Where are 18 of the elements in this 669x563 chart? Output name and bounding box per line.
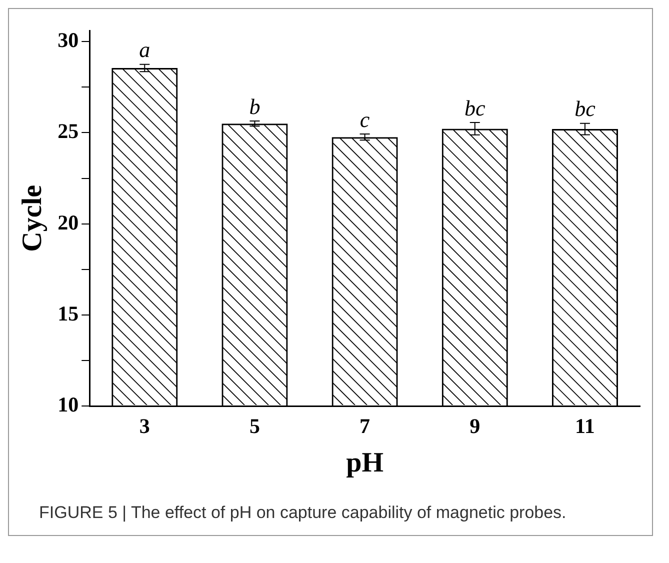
annotation: bc — [464, 95, 486, 120]
annotation: c — [360, 106, 370, 132]
y-axis-title: Cycle — [17, 184, 48, 252]
x-tick-label: 11 — [575, 414, 595, 438]
x-tick-label: 9 — [470, 414, 480, 438]
y-tick-label: 15 — [58, 301, 79, 326]
y-tick-label: 25 — [58, 119, 79, 144]
x-tick-label: 5 — [249, 414, 260, 438]
x-axis-title: pH — [346, 447, 384, 478]
x-tick-label: 7 — [360, 414, 370, 438]
y-tick-label: 30 — [58, 28, 79, 52]
y-tick-label: 20 — [58, 210, 79, 234]
y-tick-label: 10 — [58, 392, 79, 417]
annotation: b — [249, 94, 260, 119]
x-tick-label: 3 — [139, 414, 150, 438]
annotation: a — [139, 37, 150, 62]
caption: FIGURE 5 | The effect of pH on capture capability of magnetic probes. — [39, 503, 568, 523]
annotation: bc — [574, 96, 596, 122]
